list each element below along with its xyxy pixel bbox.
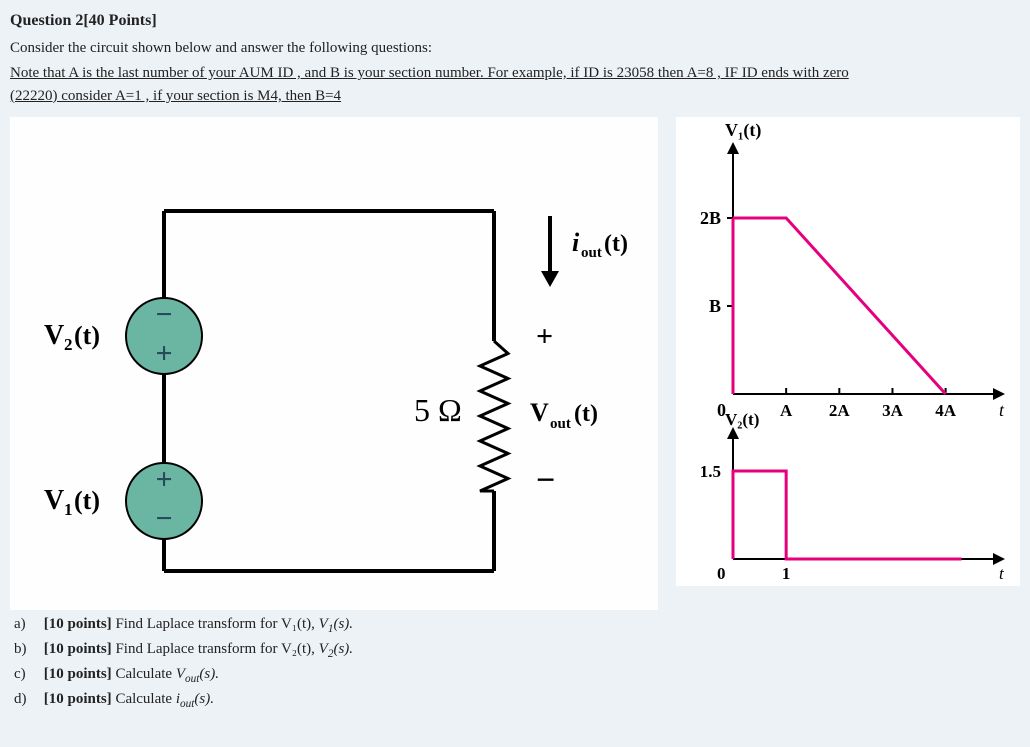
graphs-svg: V₁(t)B2BA2A3A4A0tV₂(t)1.510t <box>678 119 1018 579</box>
graphs-panel: V₁(t)B2BA2A3A4A0tV₂(t)1.510t <box>676 117 1020 586</box>
svg-text:1.5: 1.5 <box>700 462 721 481</box>
question-b: b) [10 points] Find Laplace transform fo… <box>10 641 1020 660</box>
q-a-tail: V1(s). <box>319 616 353 632</box>
svg-text:2: 2 <box>64 335 73 354</box>
q-d-text: Calculate <box>115 691 175 707</box>
svg-text:(t): (t) <box>74 321 100 350</box>
svg-text:3A: 3A <box>882 401 904 420</box>
q-d-tail: iout(s). <box>176 691 214 707</box>
question-title: Question 2[40 Points] <box>10 12 1020 30</box>
question-a: a) [10 points] Find Laplace transform fo… <box>10 616 1020 635</box>
svg-text:−: − <box>155 298 172 331</box>
q-b-points: [10 points] <box>44 641 112 657</box>
question-intro: Consider the circuit shown below and ans… <box>10 40 1020 57</box>
q-a-text: Find Laplace transform for V₁(t), <box>115 616 318 632</box>
svg-text:V: V <box>44 485 64 516</box>
q-a-points: [10 points] <box>44 616 112 632</box>
svg-text:i: i <box>572 228 580 257</box>
q-a-letter: a) <box>14 616 40 633</box>
circuit-diagram: −++−V2(t)V1(t)5 Ωiout(t)+−Vout(t) <box>10 117 658 610</box>
svg-text:+: + <box>155 463 172 496</box>
svg-text:out: out <box>581 245 602 261</box>
svg-text:5 Ω: 5 Ω <box>414 392 462 428</box>
svg-text:(t): (t) <box>574 401 598 427</box>
q-c-text: Calculate <box>115 666 175 682</box>
svg-text:V₁(t): V₁(t) <box>725 120 761 141</box>
svg-text:A: A <box>780 401 793 420</box>
svg-text:(t): (t) <box>604 231 628 257</box>
svg-text:−: − <box>155 502 172 535</box>
question-note-line1: Note that A is the last number of your A… <box>10 63 1020 84</box>
svg-text:B: B <box>709 296 721 316</box>
circuit-svg: −++−V2(t)V1(t)5 Ωiout(t)+−Vout(t) <box>14 121 654 601</box>
q-b-tail: V2(s). <box>319 641 353 657</box>
svg-text:1: 1 <box>64 500 73 519</box>
question-c: c) [10 points] Calculate Vout(s). <box>10 666 1020 685</box>
question-note-line2: (22220) consider A=1 , if your section i… <box>10 86 1020 107</box>
svg-text:out: out <box>550 416 571 432</box>
svg-text:1: 1 <box>782 564 791 579</box>
questions-list: a) [10 points] Find Laplace transform fo… <box>10 616 1020 710</box>
q-c-letter: c) <box>14 666 40 683</box>
svg-text:V: V <box>44 320 64 351</box>
svg-text:−: − <box>536 462 555 499</box>
svg-text:+: + <box>155 337 172 370</box>
svg-text:(t): (t) <box>74 486 100 515</box>
figures-row: −++−V2(t)V1(t)5 Ωiout(t)+−Vout(t) V₁(t)B… <box>10 117 1020 610</box>
question-d: d) [10 points] Calculate iout(s). <box>10 691 1020 710</box>
svg-text:V₂(t): V₂(t) <box>725 410 759 429</box>
q-c-points: [10 points] <box>44 666 112 682</box>
svg-text:4A: 4A <box>935 401 957 420</box>
q-b-text: Find Laplace transform for V₂(t), <box>115 641 318 657</box>
svg-text:0: 0 <box>717 564 726 579</box>
q-d-points: [10 points] <box>44 691 112 707</box>
svg-text:2B: 2B <box>700 208 721 228</box>
q-b-letter: b) <box>14 641 40 658</box>
q-d-letter: d) <box>14 691 40 708</box>
svg-text:2A: 2A <box>829 401 851 420</box>
svg-text:+: + <box>536 320 553 353</box>
svg-text:V: V <box>530 398 549 427</box>
q-c-tail: Vout(s). <box>176 666 219 682</box>
